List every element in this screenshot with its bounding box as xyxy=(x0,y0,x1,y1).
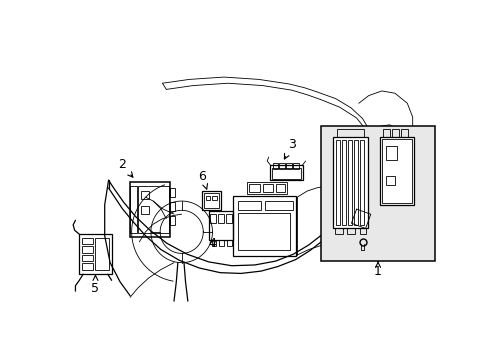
Bar xyxy=(233,195,296,256)
Bar xyxy=(81,255,93,261)
Bar xyxy=(347,140,351,225)
Bar xyxy=(212,195,217,200)
Bar xyxy=(170,202,174,211)
Bar xyxy=(337,130,364,137)
Bar xyxy=(264,201,292,210)
Text: 5: 5 xyxy=(91,275,99,294)
Bar xyxy=(262,184,273,192)
Bar xyxy=(346,228,354,234)
Bar xyxy=(279,163,285,169)
Bar xyxy=(272,163,277,169)
Text: 2: 2 xyxy=(118,158,133,177)
Bar xyxy=(275,184,285,192)
Bar xyxy=(130,182,170,237)
Bar xyxy=(341,140,345,225)
Text: 1: 1 xyxy=(373,262,381,278)
Bar xyxy=(81,238,93,244)
Bar xyxy=(400,130,407,137)
Bar xyxy=(360,140,364,225)
Bar xyxy=(203,193,219,208)
Bar xyxy=(246,182,286,194)
Text: 4: 4 xyxy=(208,237,216,250)
Bar xyxy=(353,140,357,225)
Bar xyxy=(81,247,93,253)
Bar xyxy=(359,228,365,234)
Bar xyxy=(79,234,111,274)
Bar xyxy=(218,214,224,223)
Bar xyxy=(381,139,411,203)
Bar xyxy=(385,147,396,160)
Bar xyxy=(379,137,413,205)
Bar xyxy=(95,238,108,270)
Bar xyxy=(210,214,216,223)
Bar xyxy=(205,195,210,200)
Bar xyxy=(249,184,260,192)
Bar xyxy=(333,137,367,228)
Bar xyxy=(335,140,339,225)
Bar xyxy=(138,186,168,233)
Bar xyxy=(170,216,174,225)
Bar xyxy=(141,206,148,214)
Bar xyxy=(270,165,302,180)
Bar xyxy=(170,188,174,197)
Text: 3: 3 xyxy=(284,138,295,159)
Bar xyxy=(238,213,290,249)
Bar xyxy=(321,126,434,261)
Bar xyxy=(385,176,394,185)
Bar xyxy=(286,163,291,169)
Bar xyxy=(271,168,301,179)
Bar xyxy=(391,130,398,137)
Bar xyxy=(293,163,298,169)
Bar xyxy=(382,130,389,137)
Bar xyxy=(238,201,261,210)
Text: 6: 6 xyxy=(198,170,207,189)
Bar xyxy=(81,264,93,270)
Bar xyxy=(208,211,233,240)
Bar xyxy=(141,191,148,199)
Bar xyxy=(225,214,231,223)
Bar xyxy=(202,191,221,210)
Bar xyxy=(130,186,137,233)
Bar xyxy=(334,228,342,234)
